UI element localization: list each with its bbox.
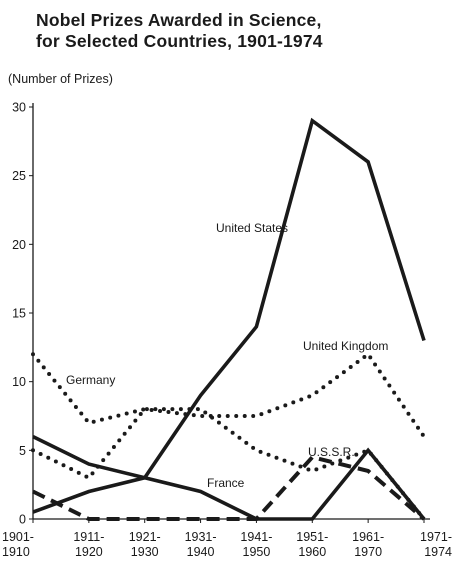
y-tick-label: 30 bbox=[12, 101, 26, 115]
y-tick-label: 15 bbox=[12, 307, 26, 321]
series-label-france: France bbox=[207, 476, 245, 490]
series-label-united-kingdom: United Kingdom bbox=[303, 339, 388, 353]
x-tick-label: 1951-1960 bbox=[296, 530, 328, 559]
x-tick-label: 1921-1930 bbox=[129, 530, 161, 559]
x-tick-label: 1931-1940 bbox=[185, 530, 217, 559]
x-tick-label: 1901-1910 bbox=[2, 530, 34, 559]
series-lines bbox=[33, 121, 424, 519]
y-tick-label: 0 bbox=[19, 513, 26, 527]
series-label-u-s-s-r: U.S.S.R. bbox=[308, 445, 355, 459]
y-tick-labels: 0 5 10 15 20 25 30 bbox=[12, 101, 33, 527]
x-tick-label: 1961-1970 bbox=[352, 530, 384, 559]
series-labels: United States France United Kingdom Germany… bbox=[66, 221, 388, 490]
y-tick-label: 25 bbox=[12, 169, 26, 183]
x-tick-label: 1911-1920 bbox=[73, 530, 104, 559]
x-tick-labels: 1901-1910 1911-1920 1921-1930 1931-1940 1941… bbox=[2, 519, 452, 559]
y-tick-label: 5 bbox=[19, 444, 26, 458]
series-line-united-kingdom bbox=[33, 354, 424, 436]
x-tick-label: 1941-1950 bbox=[240, 530, 272, 559]
series-label-united-states: United States bbox=[216, 221, 288, 235]
y-tick-label: 20 bbox=[12, 238, 26, 252]
x-tick-label: 1971-1974 bbox=[420, 530, 452, 559]
y-tick-label: 10 bbox=[12, 375, 26, 389]
series-label-germany: Germany bbox=[66, 373, 115, 387]
